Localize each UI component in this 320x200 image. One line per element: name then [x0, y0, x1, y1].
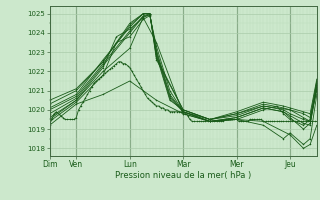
X-axis label: Pression niveau de la mer( hPa ): Pression niveau de la mer( hPa ): [115, 171, 251, 180]
